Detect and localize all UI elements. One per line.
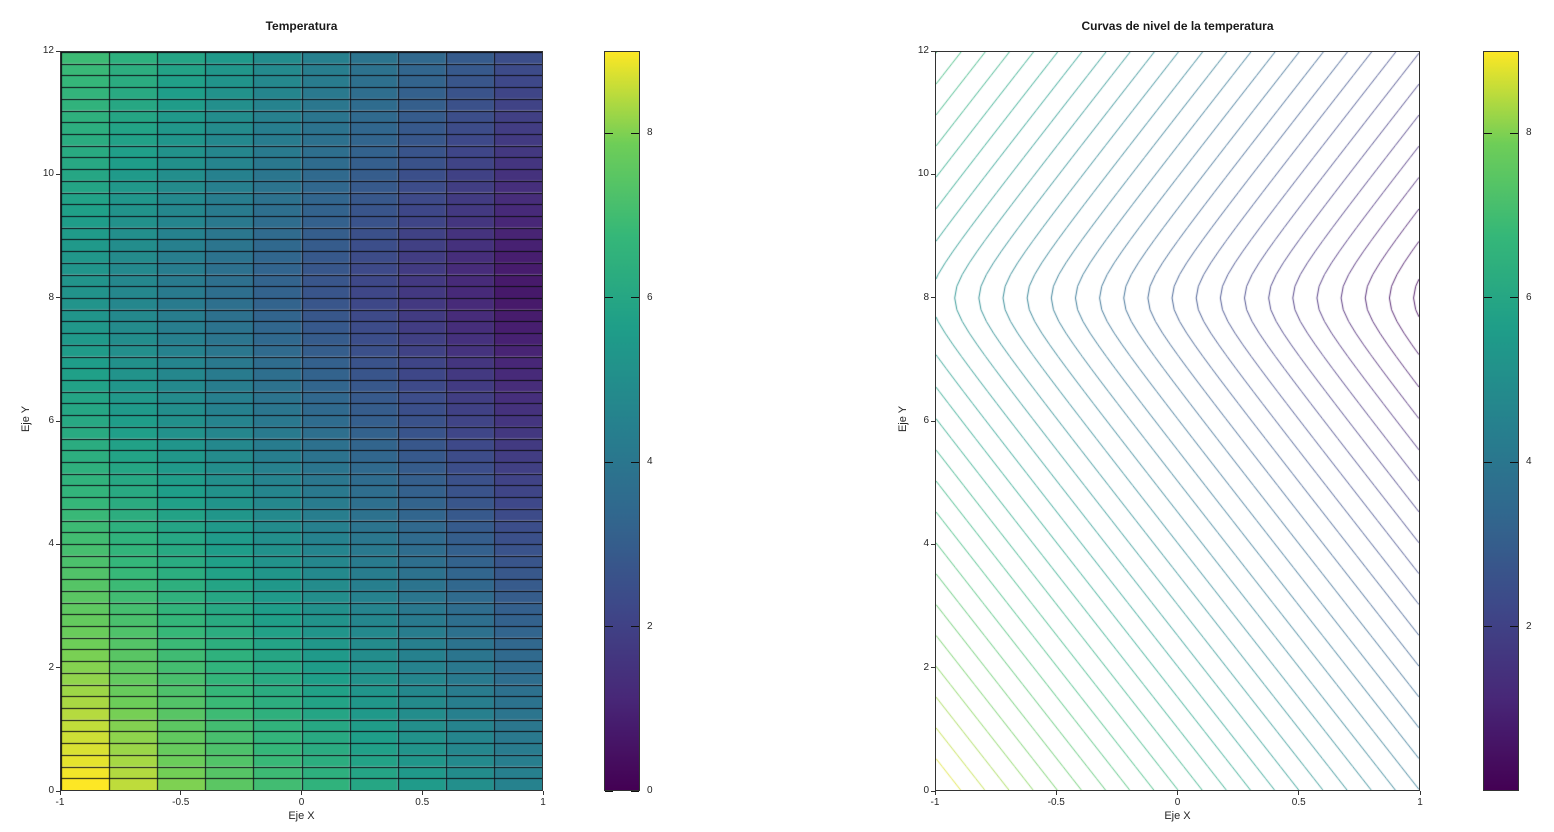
x-tick-mark (1055, 791, 1057, 795)
colorbar-tick-mark (631, 626, 639, 628)
colorbar-tick-label: 6 (1526, 291, 1532, 303)
colorbar-tick-mark (1484, 132, 1492, 134)
x-tick-mark (542, 791, 544, 795)
y-tick-label: 10 (42, 168, 54, 180)
y-tick-mark (931, 297, 935, 299)
x-tick-mark (59, 791, 61, 795)
colorbar-tick-mark (1484, 297, 1492, 299)
x-tick-mark (301, 791, 302, 795)
colorbar-tick-mark (1510, 297, 1518, 299)
y-tick-label: 4 (923, 538, 929, 550)
y-tick-mark (931, 173, 935, 175)
y-tick-label: 2 (923, 661, 929, 673)
colorbar-tick-mark (605, 297, 613, 299)
colorbar-tick-mark (1510, 626, 1518, 628)
y-tick-mark (56, 543, 60, 545)
right-colorbar (1483, 51, 1519, 791)
colorbar-tick-mark (605, 461, 613, 463)
y-tick-mark (56, 790, 60, 792)
y-tick-mark (931, 543, 935, 545)
y-tick-label: 0 (923, 785, 929, 796)
y-tick-mark (931, 667, 935, 669)
right-plot-title: Curvas de nivel de la temperatura (1081, 19, 1274, 33)
x-tick-label: 0 (1174, 797, 1181, 808)
right-colorbar-gradient (1484, 52, 1518, 790)
y-tick-label: 10 (917, 168, 929, 180)
colorbar-tick-mark (1510, 461, 1518, 463)
x-tick-label: -0.5 (1047, 797, 1065, 808)
colorbar-tick-label: 2 (1526, 620, 1532, 632)
y-tick-label: 2 (48, 661, 54, 673)
colorbar-tick-mark (631, 132, 639, 134)
pcolor-heatmap (61, 52, 542, 790)
x-tick-label: 1 (1417, 797, 1423, 808)
colorbar-tick-mark (605, 626, 613, 628)
x-tick-mark (421, 791, 423, 795)
colorbar-tick-mark (631, 790, 639, 792)
left-colorbar (604, 51, 640, 791)
x-tick-mark (1298, 791, 1300, 795)
y-tick-label: 6 (923, 415, 929, 426)
x-tick-label: -0.5 (172, 797, 190, 808)
x-tick-mark (934, 791, 936, 795)
y-tick-mark (931, 790, 935, 792)
contour-plot-area (935, 51, 1420, 791)
colorbar-tick-label: 4 (1526, 456, 1532, 468)
colorbar-tick-mark (605, 132, 613, 134)
colorbar-tick-mark (1484, 461, 1492, 463)
y-tick-label: 8 (923, 291, 929, 303)
x-tick-label: 0.5 (1291, 797, 1306, 808)
left-colorbar-gradient (605, 52, 639, 790)
y-tick-mark (931, 50, 935, 52)
right-xaxis-label: Eje X (1164, 810, 1191, 822)
x-tick-label: -1 (55, 797, 65, 808)
colorbar-tick-mark (631, 297, 639, 299)
y-tick-mark (56, 667, 60, 669)
colorbar-tick-mark (631, 461, 639, 463)
colorbar-tick-label: 8 (647, 127, 653, 139)
y-tick-mark (56, 297, 60, 299)
x-tick-mark (1177, 791, 1178, 795)
y-tick-label: 6 (48, 415, 54, 426)
y-tick-label: 12 (42, 45, 54, 56)
pcolor-plot-area (60, 51, 543, 791)
x-tick-mark (1419, 791, 1421, 795)
colorbar-tick-mark (1510, 132, 1518, 134)
y-tick-label: 4 (48, 538, 54, 550)
colorbar-tick-label: 6 (647, 291, 653, 303)
colorbar-tick-label: 8 (1526, 127, 1532, 139)
colorbar-tick-label: 2 (647, 620, 653, 632)
x-tick-label: 1 (540, 797, 546, 808)
x-tick-label: 0.5 (415, 797, 430, 808)
y-tick-label: 0 (48, 785, 54, 796)
x-tick-label: -1 (930, 797, 940, 808)
y-tick-mark (56, 420, 60, 422)
contour-lines-chart (936, 52, 1419, 790)
y-tick-label: 8 (48, 291, 54, 303)
y-tick-mark (931, 420, 935, 422)
x-tick-mark (180, 791, 182, 795)
colorbar-tick-label: 4 (647, 456, 653, 468)
colorbar-tick-label: 0 (647, 785, 653, 796)
colorbar-tick-mark (1484, 626, 1492, 628)
left-plot-title: Temperatura (265, 19, 338, 33)
y-tick-label: 12 (917, 45, 929, 56)
x-tick-label: 0 (298, 797, 305, 808)
left-xaxis-label: Eje X (288, 810, 315, 822)
y-tick-mark (56, 50, 60, 52)
colorbar-tick-mark (605, 790, 613, 792)
y-tick-mark (56, 173, 60, 175)
